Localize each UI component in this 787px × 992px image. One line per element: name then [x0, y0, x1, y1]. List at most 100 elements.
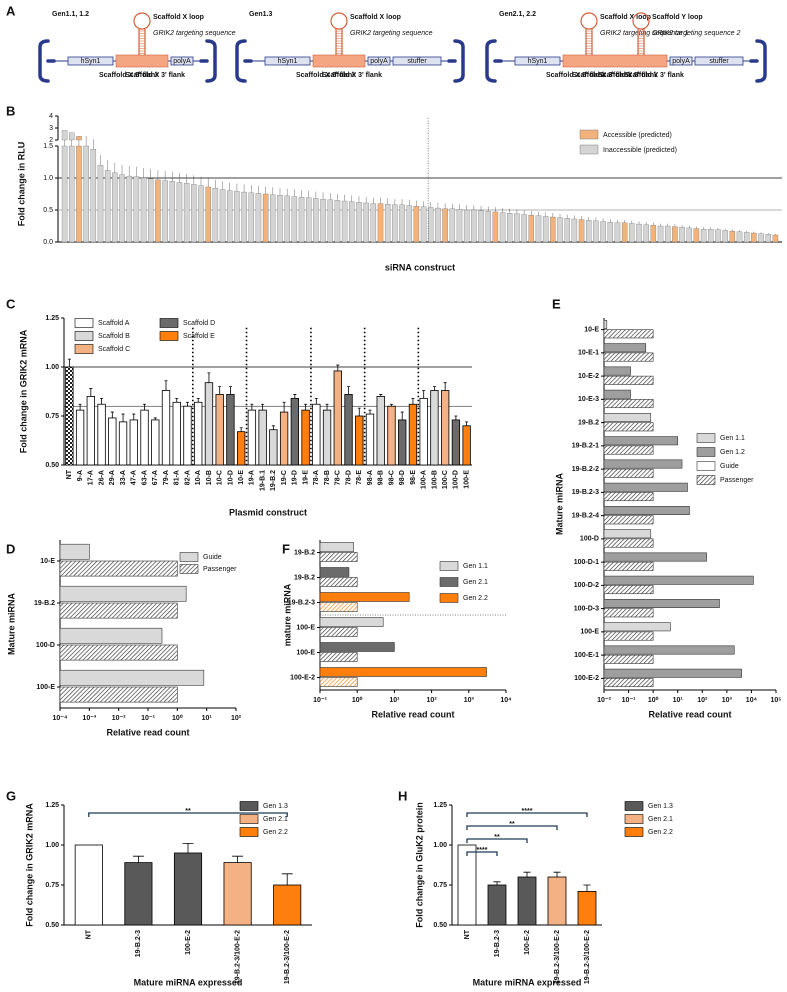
- guide-bar: [603, 575, 754, 585]
- bar: [577, 891, 597, 926]
- y-tick-label: 10-E-3: [578, 396, 599, 403]
- bar: [377, 203, 384, 243]
- bar: [571, 218, 578, 243]
- bar: [621, 222, 628, 243]
- bar: [564, 218, 570, 243]
- x-tick-label: 98-B: [378, 470, 385, 485]
- bar: [365, 413, 375, 466]
- bar: [76, 145, 82, 243]
- bar: [765, 234, 771, 243]
- bar: [478, 210, 484, 243]
- stuffer-label: stuffer: [407, 58, 427, 65]
- bar: [593, 220, 599, 243]
- bar: [148, 178, 154, 243]
- bar: [273, 884, 302, 926]
- bar: [151, 419, 160, 466]
- y-axis-label: Fold change in GRIK2 mRNA: [18, 329, 28, 453]
- bar: [327, 199, 333, 243]
- x-tick-label: 19-E: [302, 470, 309, 485]
- legend-swatch: [624, 814, 644, 824]
- x-tick-label: 19-B.2-3: [494, 930, 501, 957]
- bar: [384, 204, 391, 243]
- bar: [356, 202, 362, 243]
- legend-label: Gen 1.3: [263, 803, 288, 810]
- legend-swatch: [159, 318, 179, 328]
- x-tick-label: 10⁰: [648, 696, 659, 704]
- bar: [492, 211, 499, 243]
- bar: [363, 202, 369, 243]
- y-axis-label: Fold change in GluK2 protein: [414, 802, 424, 928]
- bar: [183, 182, 190, 243]
- x-tick-label: 100-E-2: [185, 930, 192, 955]
- bar: [420, 206, 427, 243]
- guide-bar: [319, 542, 354, 552]
- x-tick-label: 78-E: [356, 470, 363, 485]
- legend-swatch: [179, 564, 199, 574]
- legend-swatch: [239, 814, 259, 824]
- bar: [313, 198, 319, 243]
- passenger-bar: [319, 652, 358, 662]
- x-tick-label: 10¹: [202, 715, 213, 722]
- x-tick-label: 19-A: [249, 470, 256, 485]
- error-bar: [465, 421, 469, 426]
- y-tick-label: 100-D: [580, 536, 599, 543]
- bar: [430, 390, 439, 466]
- x-tick-label: 33-A: [120, 470, 127, 485]
- bar: [514, 213, 520, 243]
- bar: [729, 230, 736, 243]
- x-tick-label: 10¹: [389, 697, 400, 704]
- bar: [758, 233, 764, 243]
- x-tick-label: 10⁻²: [112, 715, 126, 722]
- significance-bracket: [88, 812, 288, 817]
- legend-swatch: [74, 344, 94, 354]
- target-label: GRIK2 targeting sequence 2: [652, 30, 740, 37]
- passenger-bar: [603, 422, 654, 432]
- y-tick-label: 0.0: [43, 239, 53, 246]
- y-tick-label: 1.0: [43, 175, 53, 182]
- x-tick-label: 82-A: [184, 470, 191, 485]
- construct-title: Gen2.1, 2.2: [499, 11, 536, 18]
- y-tick-label: 0.50: [45, 462, 59, 469]
- bar: [600, 221, 606, 243]
- x-tick-label: 10⁻¹: [313, 697, 327, 704]
- passenger-bar: [603, 585, 654, 595]
- x-tick-label: 10⁴: [746, 697, 758, 704]
- bar: [155, 179, 161, 243]
- y-tick-label: 1.00: [45, 364, 59, 371]
- bar: [517, 876, 537, 926]
- legend-label: Gen 1.2: [720, 449, 745, 456]
- bar: [715, 229, 721, 243]
- y-tick-label: 19-B.2-4: [572, 512, 599, 519]
- legend-label: Scaffold D: [183, 320, 215, 327]
- bar: [457, 844, 477, 926]
- bar: [700, 229, 707, 243]
- x-tick-label: 10⁰: [352, 696, 363, 704]
- legend-label: Guide: [720, 463, 739, 470]
- itr: [199, 39, 217, 83]
- y-tick-label: 100-D-3: [574, 605, 599, 612]
- passenger-bar: [319, 627, 358, 637]
- itr: [749, 39, 767, 83]
- stuffer-label: stuffer: [709, 58, 729, 65]
- promoter-box: [67, 56, 114, 66]
- y-tick-label: 100-E: [296, 649, 315, 656]
- bar: [258, 409, 267, 466]
- bar: [636, 223, 642, 243]
- bar: [312, 403, 321, 466]
- bar: [578, 219, 585, 243]
- flank-label: Scaffold X 3' flank: [572, 72, 632, 79]
- x-tick-label: 10-D: [227, 470, 234, 485]
- bar: [392, 204, 398, 243]
- flank-block: [312, 54, 366, 68]
- bar: [376, 395, 385, 466]
- bar: [751, 232, 757, 243]
- guide-bar: [603, 413, 652, 422]
- x-tick-label: 19-B.2-3/100-E-2: [554, 930, 561, 984]
- panel-label: H: [398, 788, 407, 803]
- construct-title: Gen1.1, 1.2: [52, 11, 89, 18]
- legend-label: Gen 1.1: [463, 563, 488, 570]
- passenger-bar: [59, 560, 178, 577]
- y-tick-label: 0.75: [45, 413, 59, 420]
- legend-label: Gen 2.1: [648, 816, 673, 823]
- bar: [140, 409, 149, 466]
